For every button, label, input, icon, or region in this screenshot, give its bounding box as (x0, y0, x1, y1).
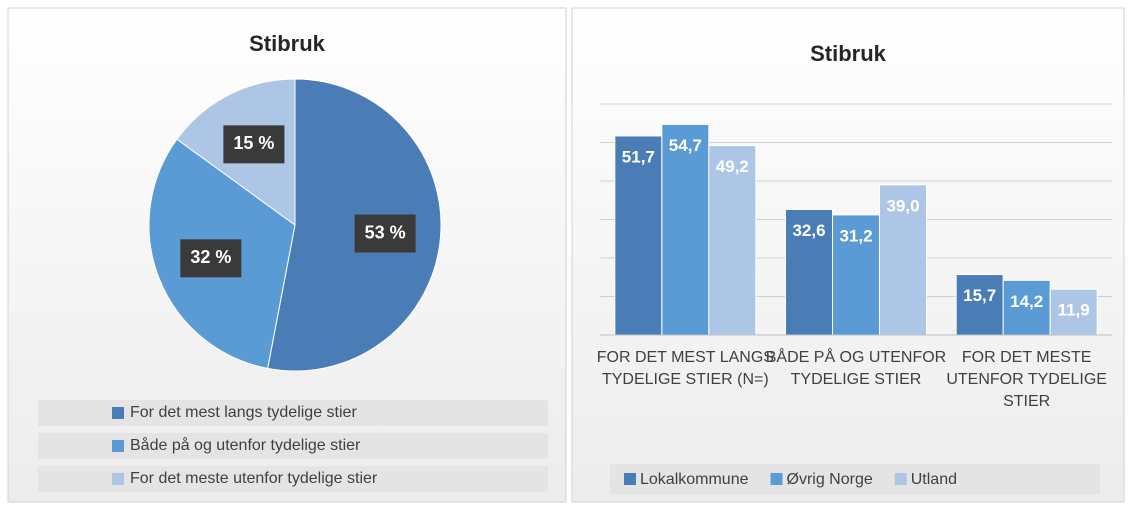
data-label: 32,6 (792, 221, 825, 240)
legend-swatch (112, 440, 124, 452)
bar (614, 135, 663, 336)
legend-label: For det mest langs tydelige stier (130, 404, 357, 421)
legend-swatch (770, 473, 783, 485)
x-tick-label-box: FOR DET MESTE UTENFOR TYDELIGE STIER (946, 349, 1107, 410)
bar (661, 123, 710, 336)
data-label: 53 % (365, 222, 406, 242)
data-label-box (354, 214, 416, 253)
x-tick-label-box: BÅDE PÅ OG UTENFOR TYDELIGE STIER (765, 349, 947, 388)
legend-label: For det meste utenfor tydelige stier (130, 470, 378, 487)
data-label: 14,2 (1010, 292, 1043, 311)
data-label-group: 53 % (354, 214, 416, 253)
data-label-group: 15 % (223, 125, 285, 164)
legend-swatch (112, 473, 124, 485)
data-label: 39,0 (886, 196, 919, 215)
legend-swatch (112, 407, 124, 419)
data-label: 51,7 (622, 147, 655, 166)
bar (879, 184, 927, 336)
bar (1002, 279, 1051, 336)
x-tick-label-box: FOR DET MEST LANGS TYDELIGE STIER (N=) (596, 349, 774, 388)
legend-label: Lokalkommune (640, 471, 749, 488)
data-label: 49,2 (716, 157, 749, 176)
legend-swatch (624, 473, 636, 485)
legend-label: Øvrig Norge (787, 471, 873, 488)
bar (1049, 288, 1098, 336)
x-tick-label: FOR DET MESTE UTENFOR TYDELIGE STIER (946, 349, 1107, 410)
data-label-box (223, 125, 285, 164)
legend-swatch (894, 473, 907, 485)
chart-title: Stibruk (249, 31, 326, 56)
data-label: 32 % (190, 247, 231, 267)
data-label-group: 32 % (180, 239, 242, 278)
data-label: 11,9 (1058, 301, 1090, 320)
data-label: 31,2 (839, 226, 872, 245)
bar (785, 208, 833, 336)
bar (708, 145, 757, 336)
legend-label: Både på og utenfor tydelige stier (130, 436, 361, 454)
bar (832, 214, 880, 336)
data-label: 15,7 (963, 286, 996, 305)
pie-slice (267, 78, 442, 372)
data-label: 54,7 (669, 136, 702, 155)
legend-band (610, 464, 1100, 494)
data-label-box (180, 239, 242, 278)
x-tick-label: FOR DET MEST LANGS TYDELIGE STIER (N=) (596, 349, 774, 388)
legend-label: Utland (911, 471, 957, 488)
bar (955, 274, 1004, 336)
data-label: 15 % (233, 133, 274, 153)
chart-title: Stibruk (810, 41, 887, 66)
x-tick-label: BÅDE PÅ OG UTENFOR TYDELIGE STIER (765, 349, 947, 388)
